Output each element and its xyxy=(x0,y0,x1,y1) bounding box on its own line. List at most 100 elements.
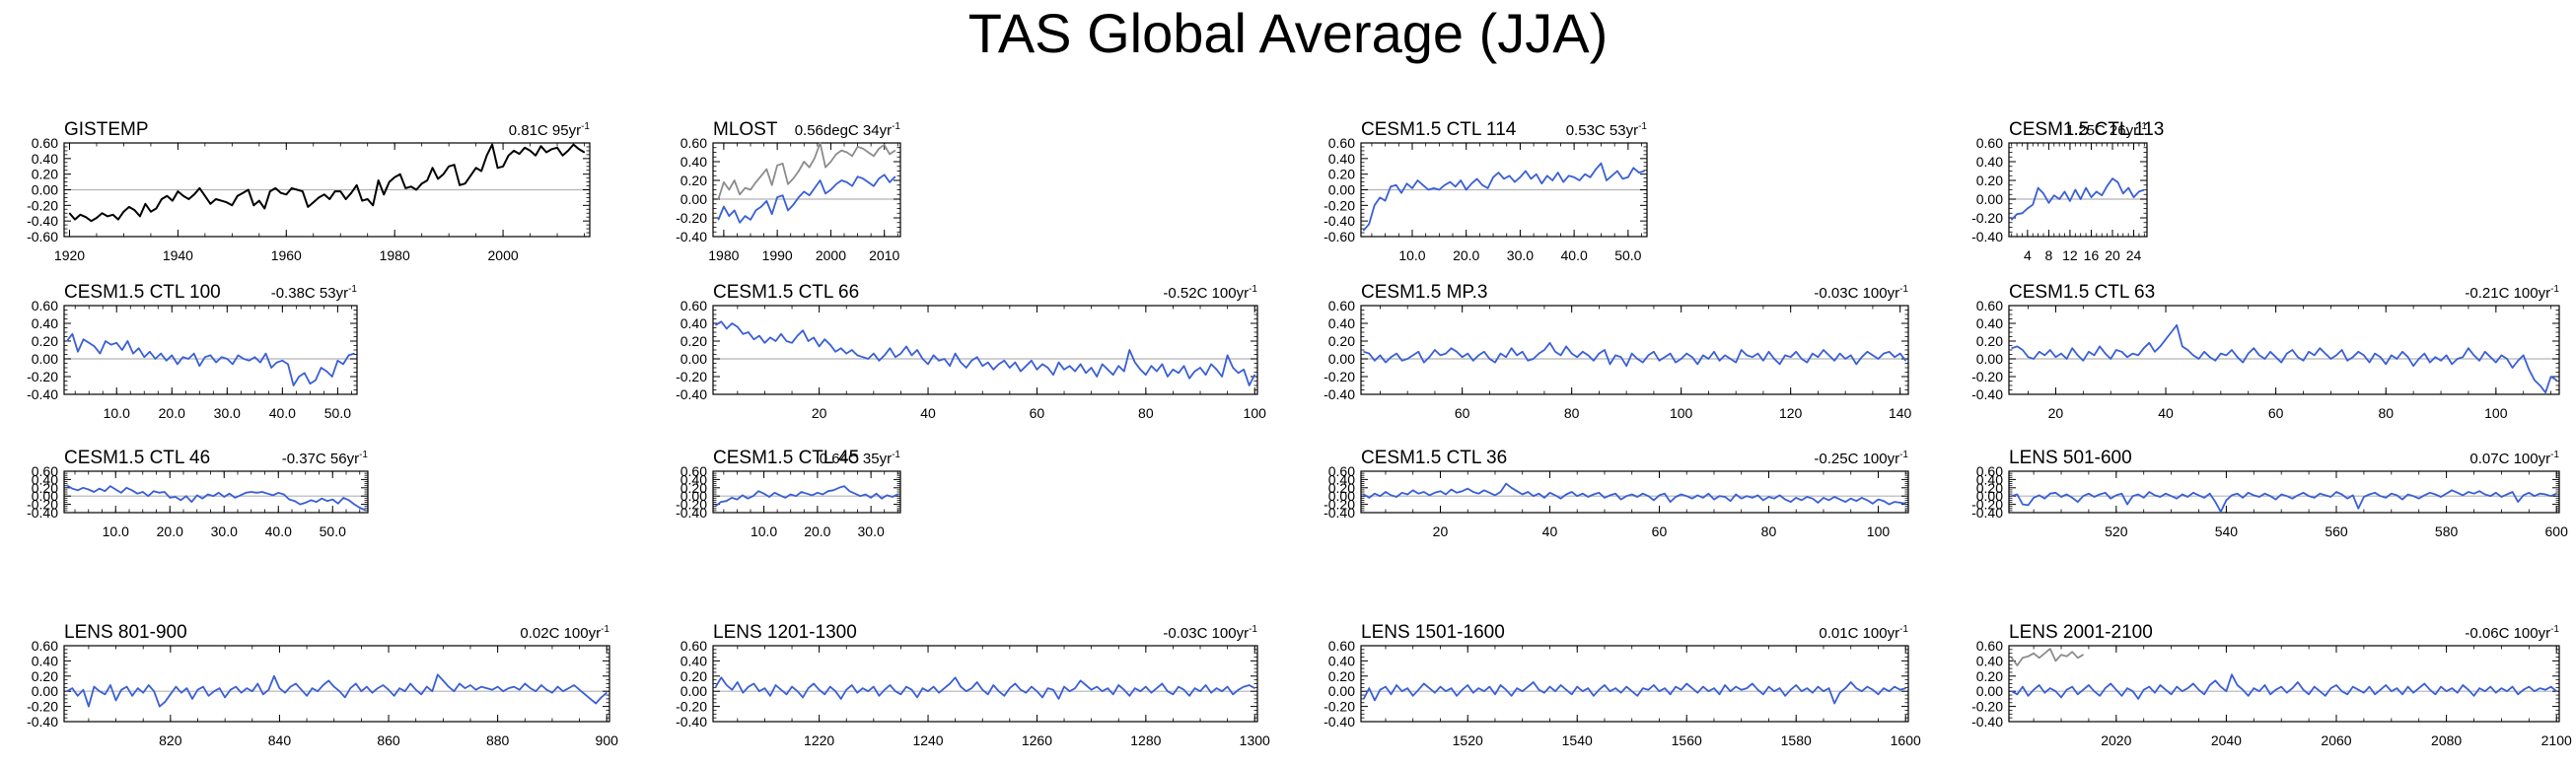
data-point xyxy=(1511,695,1513,697)
data-point xyxy=(309,382,311,384)
data-point xyxy=(1456,492,1458,494)
data-point xyxy=(737,681,739,683)
data-point xyxy=(164,701,166,703)
data-point xyxy=(2462,356,2464,358)
data-point xyxy=(550,148,553,150)
data-point xyxy=(1598,492,1600,494)
data-point xyxy=(161,198,163,200)
data-point xyxy=(1423,682,1425,685)
x-tick-label: 10.0 xyxy=(104,405,130,421)
data-point xyxy=(1691,498,1693,500)
data-point xyxy=(2077,501,2079,503)
data-point xyxy=(760,206,762,208)
data-point xyxy=(567,687,570,689)
data-point xyxy=(454,164,456,166)
data-point xyxy=(981,365,983,367)
y-tick-label: 0.20 xyxy=(1328,333,1355,349)
data-point xyxy=(2302,360,2305,362)
y-tick-label: 0.00 xyxy=(680,683,707,699)
data-point xyxy=(1150,365,1152,367)
data-point xyxy=(2049,349,2051,351)
data-point xyxy=(2154,351,2156,353)
data-point xyxy=(82,689,84,691)
data-point xyxy=(1374,204,1376,206)
panel-title: LENS 1201-1300 xyxy=(713,622,857,643)
data-point xyxy=(421,182,423,184)
data-point xyxy=(595,702,597,705)
trend-value: 0.01C 100yr xyxy=(1819,625,1899,642)
y-tick-label: 0.60 xyxy=(1976,463,2003,479)
data-point xyxy=(819,689,821,691)
data-point xyxy=(1548,342,1551,344)
data-point xyxy=(155,207,157,210)
data-point xyxy=(1610,174,1612,176)
data-point xyxy=(2088,351,2090,353)
data-point xyxy=(2126,504,2128,506)
data-point xyxy=(2258,496,2260,498)
data-point xyxy=(120,492,122,494)
y-tick-label: 0.00 xyxy=(1976,488,2003,504)
trend-value: 0.81C 95yr xyxy=(509,122,581,139)
data-point xyxy=(1713,687,1715,689)
x-tick-label: 20.0 xyxy=(1453,247,1479,263)
data-point xyxy=(1806,496,1808,498)
data-point xyxy=(782,163,784,165)
data-point xyxy=(1762,499,1764,501)
data-point xyxy=(2286,495,2288,497)
data-point xyxy=(1406,687,1408,689)
y-tick-label: 0.40 xyxy=(32,151,58,167)
data-point xyxy=(132,353,134,355)
data-point xyxy=(415,188,417,191)
y-tick-label: 0.60 xyxy=(32,638,58,654)
data-point xyxy=(1123,689,1125,691)
data-point xyxy=(2440,496,2442,498)
data-point xyxy=(2148,342,2150,344)
data-point xyxy=(2314,686,2316,688)
data-point xyxy=(813,336,815,338)
data-point xyxy=(745,215,747,217)
data-point xyxy=(2385,363,2387,365)
data-point xyxy=(2302,689,2305,691)
data-point xyxy=(829,161,832,163)
x-tick-label: 1980 xyxy=(380,247,410,263)
data-point xyxy=(790,493,792,496)
data-point xyxy=(1477,687,1479,689)
data-point xyxy=(109,485,111,487)
data-point xyxy=(865,493,867,496)
data-point xyxy=(415,689,417,691)
data-point xyxy=(364,509,366,512)
data-point xyxy=(2297,681,2299,683)
data-point xyxy=(361,200,363,202)
data-point xyxy=(1112,693,1114,695)
data-point xyxy=(371,692,373,694)
data-point xyxy=(1423,362,1425,364)
data-point xyxy=(829,344,831,346)
data-point xyxy=(1779,494,1781,496)
data-point xyxy=(769,695,771,697)
x-tick-label: 140 xyxy=(1889,405,1912,421)
trend-label: -0.03C 100yr-1 xyxy=(1814,284,1908,302)
data-point xyxy=(2523,689,2525,691)
data-point xyxy=(803,190,805,192)
x-tick-label: 1560 xyxy=(1672,732,1702,748)
y-tick-label: 0.40 xyxy=(680,154,707,170)
data-point xyxy=(862,687,864,689)
series-line xyxy=(66,673,608,708)
data-point xyxy=(798,196,800,198)
data-point xyxy=(1368,353,1370,355)
data-point xyxy=(2495,692,2497,694)
data-point xyxy=(776,196,778,198)
data-point xyxy=(1548,492,1551,494)
data-point xyxy=(545,689,548,691)
data-point xyxy=(226,201,228,203)
data-point xyxy=(857,146,859,148)
data-point xyxy=(535,155,537,157)
data-point xyxy=(1156,371,1158,373)
data-point xyxy=(1833,496,1835,498)
data-point xyxy=(1538,689,1539,691)
data-point xyxy=(232,363,234,365)
data-point xyxy=(2506,690,2508,692)
data-point xyxy=(1530,177,1532,179)
data-point xyxy=(1216,687,1218,689)
